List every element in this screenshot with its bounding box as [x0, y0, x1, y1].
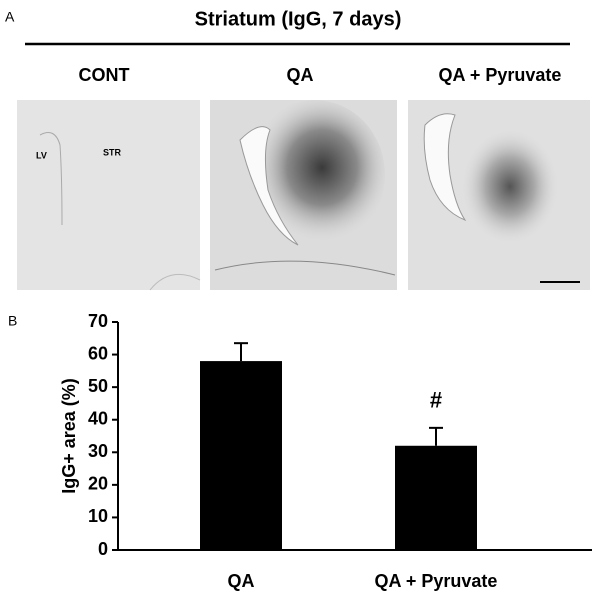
y-tick-label: 10: [88, 506, 108, 526]
image-qa-pyruvate: [408, 100, 590, 290]
column-label: QA + Pyruvate: [439, 65, 562, 85]
y-tick-label: 70: [88, 311, 108, 331]
y-tick-label: 20: [88, 474, 108, 494]
image-label: LV: [36, 150, 47, 160]
y-tick-label: 50: [88, 376, 108, 396]
column-label: QA: [287, 65, 314, 85]
column-label: CONT: [79, 65, 130, 85]
error-bar: [234, 342, 248, 362]
error-bar: [429, 426, 443, 446]
panel-label: A: [5, 9, 15, 25]
image-cont: LV STR: [17, 100, 201, 291]
panel-label: B: [8, 313, 17, 329]
y-tick-label: 30: [88, 441, 108, 461]
y-tick-label: 60: [88, 343, 108, 363]
annotation: #: [430, 388, 442, 413]
panel-title: Striatum (IgG, 7 days): [195, 8, 402, 30]
image-qa: [210, 100, 397, 290]
bar: [395, 445, 477, 550]
x-tick-label: QA: [228, 571, 255, 591]
x-tick-label: QA + Pyruvate: [375, 571, 498, 591]
bar: [200, 361, 282, 550]
image-label: STR: [103, 147, 122, 157]
y-tick-label: 0: [98, 539, 108, 559]
y-tick-label: 40: [88, 408, 108, 428]
y-axis-label: IgG+ area (%): [59, 378, 79, 494]
